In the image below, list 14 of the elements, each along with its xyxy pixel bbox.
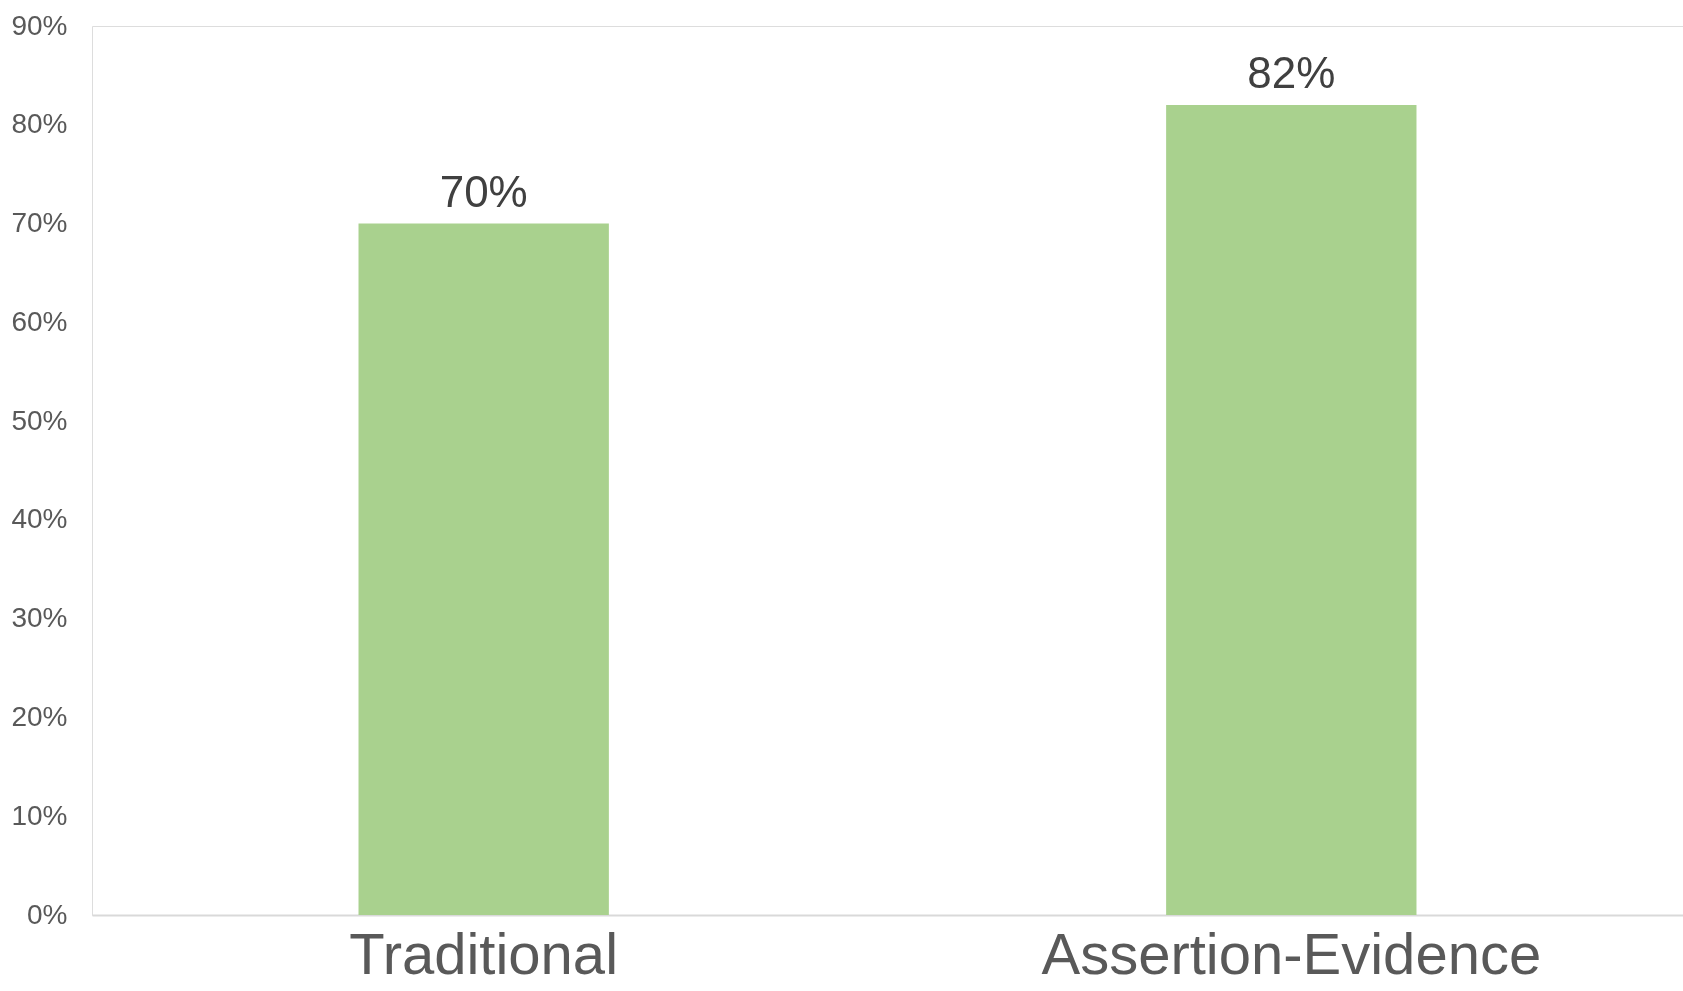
y-tick-label: 30% — [11, 602, 68, 634]
y-tick-label: 10% — [11, 799, 68, 831]
y-tick-label: 0% — [27, 898, 68, 930]
x-tick-label: Traditional — [349, 920, 619, 986]
x-tick-label: Assertion-Evidence — [1041, 920, 1542, 986]
y-tick-label: 70% — [11, 207, 68, 239]
y-tick-label: 90% — [11, 9, 68, 41]
y-tick-label: 40% — [11, 503, 68, 535]
y-tick-label: 60% — [11, 305, 68, 337]
data-label: 82% — [1247, 48, 1336, 98]
y-tick-label: 80% — [11, 108, 68, 140]
y-tick-label: 50% — [11, 404, 68, 436]
data-label: 70% — [439, 166, 528, 216]
y-tick-label: 20% — [11, 700, 68, 732]
